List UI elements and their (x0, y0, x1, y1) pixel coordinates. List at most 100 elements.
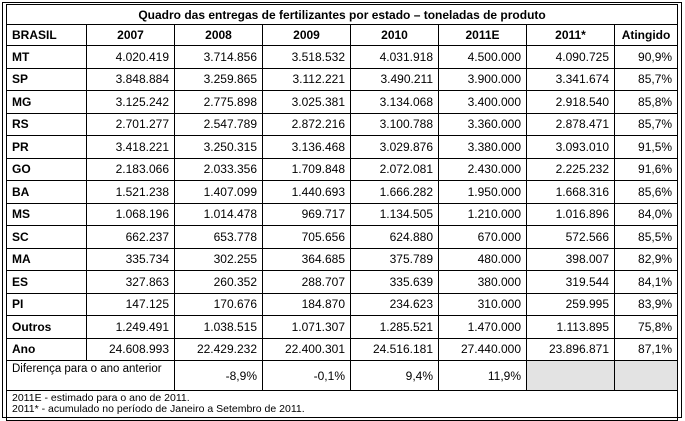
value-cell: 2.872.216 (262, 112, 351, 136)
value-cell: 4.020.419 (86, 45, 175, 69)
value-cell: 2.878.471 (526, 112, 615, 136)
value-cell: 234.623 (350, 292, 439, 316)
table-row: PR 3.418.221 3.250.315 3.136.468 3.029.876 3.… (6, 135, 679, 159)
value-cell: 1.068.196 (86, 202, 175, 226)
value-cell: 87,1% (613, 337, 679, 361)
value-cell: 3.341.674 (526, 67, 615, 91)
value-cell: 3.259.865 (174, 67, 263, 91)
value-cell: 2.430.000 (438, 157, 527, 181)
value-cell: 1.407.099 (174, 180, 263, 204)
difference-cell: 11,9% (438, 360, 527, 391)
value-cell: 3.100.788 (350, 112, 439, 136)
value-cell: 3.380.000 (438, 135, 527, 159)
value-cell: 1.521.238 (86, 180, 175, 204)
value-cell: 335.639 (350, 270, 439, 294)
value-cell: 3.518.532 (262, 45, 351, 69)
table-row: GO 2.183.066 2.033.356 1.709.848 2.072.081 2.… (6, 157, 679, 181)
empty-shaded-cell (613, 360, 679, 391)
header-cell: 2010 (350, 24, 439, 46)
value-cell: 969.717 (262, 202, 351, 226)
value-cell: 22.429.232 (174, 337, 263, 361)
value-cell: 3.714.856 (174, 45, 263, 69)
state-cell: PI (6, 292, 87, 316)
value-cell: 3.134.068 (350, 90, 439, 114)
value-cell: 288.707 (262, 270, 351, 294)
value-cell: 375.789 (350, 247, 439, 271)
value-cell: 670.000 (438, 225, 527, 249)
value-cell: 1.016.896 (526, 202, 615, 226)
notes-row: 2011E - estimado para o ano de 2011. 2011… (5, 390, 679, 421)
value-cell: 85,8% (613, 90, 679, 114)
value-cell: 480.000 (438, 247, 527, 271)
value-cell: 24.608.993 (86, 337, 175, 361)
difference-row: Diferença para o ano anterior -8,9% -0,1% 9… (6, 360, 679, 391)
table-row: SP 3.848.884 3.259.865 3.112.221 3.490.211 3.… (6, 67, 679, 91)
value-cell: 1.210.000 (438, 202, 527, 226)
header-cell: 2009 (262, 24, 351, 46)
value-cell: 85,7% (613, 67, 679, 91)
value-cell: 1.113.895 (526, 315, 615, 339)
header-cell: Atingido (613, 24, 679, 46)
state-cell: Outros (6, 315, 87, 339)
value-cell: 3.093.010 (526, 135, 615, 159)
state-cell: SP (6, 67, 87, 91)
state-cell: ES (6, 270, 87, 294)
header-cell: 2007 (86, 24, 175, 46)
value-cell: 319.544 (526, 270, 615, 294)
table-row: MT 4.020.419 3.714.856 3.518.532 4.031.918 4.… (6, 45, 679, 69)
value-cell: 147.125 (86, 292, 175, 316)
value-cell: 260.352 (174, 270, 263, 294)
footnotes: 2011E - estimado para o ano de 2011. 2011… (5, 390, 679, 421)
value-cell: 2.033.356 (174, 157, 263, 181)
value-cell: 3.360.000 (438, 112, 527, 136)
value-cell: 3.400.000 (438, 90, 527, 114)
value-cell: 75,8% (613, 315, 679, 339)
value-cell: 705.656 (262, 225, 351, 249)
state-cell: MT (6, 45, 87, 69)
difference-cell: -0,1% (262, 360, 351, 391)
value-cell: 2.072.081 (350, 157, 439, 181)
header-cell: BRASIL (6, 24, 87, 46)
value-cell: 2.183.066 (86, 157, 175, 181)
value-cell: 259.995 (526, 292, 615, 316)
value-cell: 398.007 (526, 247, 615, 271)
table-row: MS 1.068.196 1.014.478 969.717 1.134.505 1.21… (6, 202, 679, 226)
value-cell: 90,9% (613, 45, 679, 69)
difference-cell: 9,4% (350, 360, 439, 391)
empty-shaded-cell (526, 360, 615, 391)
state-cell: MG (6, 90, 87, 114)
value-cell: 310.000 (438, 292, 527, 316)
value-cell: 2.225.232 (526, 157, 615, 181)
state-cell: PR (6, 135, 87, 159)
header-cell: 2011* (526, 24, 615, 46)
value-cell: 3.025.381 (262, 90, 351, 114)
value-cell: 1.666.282 (350, 180, 439, 204)
value-cell: 2.918.540 (526, 90, 615, 114)
value-cell: 3.125.242 (86, 90, 175, 114)
value-cell: 27.440.000 (438, 337, 527, 361)
value-cell: 4.031.918 (350, 45, 439, 69)
value-cell: 3.848.884 (86, 67, 175, 91)
value-cell: 3.112.221 (262, 67, 351, 91)
state-cell: Ano (6, 337, 87, 361)
value-cell: 3.136.468 (262, 135, 351, 159)
footnote-estimate: 2011E - estimado para o ano de 2011. (12, 392, 190, 404)
value-cell: 2.775.898 (174, 90, 263, 114)
state-cell: SC (6, 225, 87, 249)
state-cell: MA (6, 247, 87, 271)
table-header-row: BRASIL 2007 2008 2009 2010 2011E 2011* A… (6, 24, 679, 46)
value-cell: 22.400.301 (262, 337, 351, 361)
table-row: MG 3.125.242 2.775.898 3.025.381 3.134.068 3.… (6, 90, 679, 114)
table-row: Ano 24.608.993 22.429.232 22.400.301 24.516.… (6, 337, 679, 361)
value-cell: 24.516.181 (350, 337, 439, 361)
value-cell: 1.668.316 (526, 180, 615, 204)
value-cell: 85,6% (613, 180, 679, 204)
table-row: SC 662.237 653.778 705.656 624.880 670.000 572… (6, 225, 679, 249)
footnote-accumulated: 2011* - acumulado no período de Janeiro … (12, 403, 305, 415)
value-cell: 1.014.478 (174, 202, 263, 226)
value-cell: 84,0% (613, 202, 679, 226)
state-cell: MS (6, 202, 87, 226)
table-row: ES 327.863 260.352 288.707 335.639 380.000 319… (6, 270, 679, 294)
difference-label: Diferença para o ano anterior (6, 360, 175, 391)
value-cell: 91,5% (613, 135, 679, 159)
